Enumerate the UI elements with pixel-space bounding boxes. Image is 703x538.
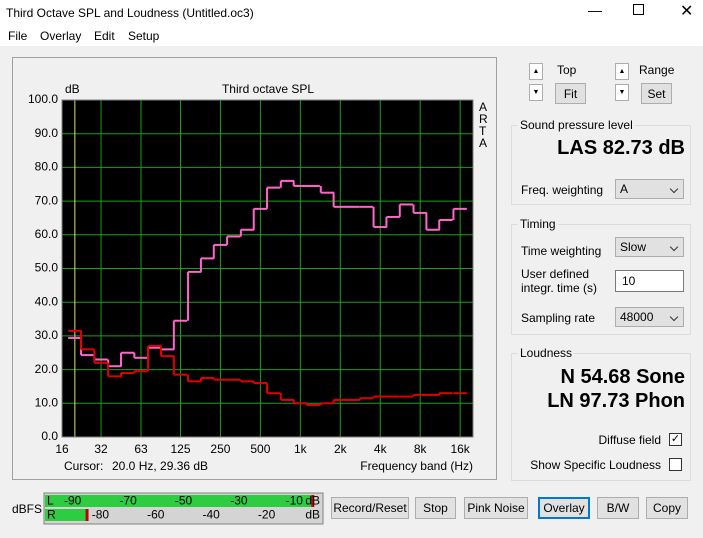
loudness-ln: LN 97.73 Phon xyxy=(547,390,685,412)
plot-title: Third octave SPL xyxy=(222,82,314,96)
top-label: Top xyxy=(557,63,577,77)
title-bar xyxy=(0,0,703,27)
x-tick-label: 8k xyxy=(414,442,428,456)
meter-peak xyxy=(85,509,89,521)
specific-checkbox[interactable] xyxy=(669,458,682,471)
loudness-n: N 54.68 Sone xyxy=(560,366,685,388)
button[interactable]: Overlay xyxy=(538,497,590,519)
checkbox-label: Diffuse field xyxy=(598,433,661,447)
minimize[interactable]: — xyxy=(588,2,602,18)
y-tick-label: 10.0 xyxy=(35,395,59,409)
checkbox-label: Show Specific Loudness xyxy=(530,458,661,472)
range-label: Range xyxy=(639,63,675,77)
spin-down[interactable]: ▼ xyxy=(529,84,543,101)
plot-panel xyxy=(12,57,497,480)
meter-level xyxy=(45,495,313,507)
spin-down[interactable]: ▼ xyxy=(615,84,629,101)
x-tick-label: 125 xyxy=(170,442,190,456)
meter-unit: dB xyxy=(305,508,320,522)
field-label: Freq. weighting xyxy=(521,183,604,197)
meter-tick-label: -10 xyxy=(286,494,304,508)
close[interactable]: ✕ xyxy=(680,3,694,20)
plot-frame xyxy=(61,99,474,438)
button[interactable]: Record/Reset xyxy=(331,497,409,519)
integr-input[interactable]: 10 xyxy=(615,270,684,292)
x-tick-label: 63 xyxy=(134,442,148,456)
diffuse-checkbox[interactable]: ✓ xyxy=(669,433,682,446)
meter-tick-label: -20 xyxy=(258,508,276,522)
menu-item[interactable]: File xyxy=(8,29,28,43)
y-tick-label: 70.0 xyxy=(35,193,59,207)
cursor-value: 20.0 Hz, 29.36 dB xyxy=(112,459,208,473)
fit-button[interactable]: Fit xyxy=(555,83,586,104)
meter-tick-label: -80 xyxy=(92,508,110,522)
meter-tick-label: -30 xyxy=(230,494,248,508)
y-tick-label: 80.0 xyxy=(35,160,59,174)
field-label: Sampling rate xyxy=(521,311,596,325)
menu-item[interactable]: Setup xyxy=(128,29,160,43)
group-label: Timing xyxy=(518,217,558,231)
button[interactable]: Stop xyxy=(415,497,456,519)
meter-tick-label: -60 xyxy=(147,508,165,522)
y-tick-label: 30.0 xyxy=(35,328,59,342)
meter-tick-label: -70 xyxy=(119,494,137,508)
y-tick-label: 60.0 xyxy=(35,227,59,241)
meter-tick-label: -40 xyxy=(203,508,221,522)
y-tick-label: 20.0 xyxy=(35,362,59,376)
maximize[interactable] xyxy=(633,4,644,15)
spin-up[interactable]: ▲ xyxy=(615,63,629,80)
meter-label: dBFS xyxy=(12,502,43,516)
y-tick-label: 40.0 xyxy=(35,294,59,308)
y-tick-label: 0.0 xyxy=(41,429,58,443)
field-label: Time weighting xyxy=(521,244,602,258)
x-tick-label: 32 xyxy=(94,442,108,456)
meter-tick-label: -50 xyxy=(175,494,193,508)
menu-item[interactable]: Edit xyxy=(94,29,115,43)
time-weighting-select[interactable]: Slow xyxy=(615,237,684,257)
meter-peak xyxy=(311,495,315,507)
y-axis-label: dB xyxy=(65,82,80,96)
set-button[interactable]: Set xyxy=(641,83,672,104)
x-tick-label: 16 xyxy=(55,442,69,456)
menu-bar xyxy=(0,27,703,46)
x-tick-label: 250 xyxy=(210,442,230,456)
group-label: Sound pressure level xyxy=(518,118,635,132)
field-label: User defined integr. time (s) xyxy=(521,267,598,295)
meter-tick-label: -90 xyxy=(64,494,82,508)
x-tick-label: 2k xyxy=(334,442,348,456)
rate-select[interactable]: 48000 xyxy=(615,307,684,327)
button[interactable]: B/W xyxy=(597,497,639,519)
window-title: Third Octave SPL and Loudness (Untitled.… xyxy=(6,6,254,20)
meter-unit: dB xyxy=(305,494,320,508)
y-tick-label: 90.0 xyxy=(35,126,59,140)
y-tick-label: 50.0 xyxy=(35,261,59,275)
x-axis-label: Frequency band (Hz) xyxy=(360,459,473,473)
spin-up[interactable]: ▲ xyxy=(529,63,543,80)
weighting-select[interactable]: A xyxy=(615,179,684,199)
button[interactable]: Pink Noise xyxy=(464,497,528,519)
meter-level xyxy=(45,509,87,521)
x-tick-label: 16k xyxy=(450,442,470,456)
meter-channel: R xyxy=(47,508,56,522)
y-tick-label: 100.0 xyxy=(28,92,58,106)
button[interactable]: Copy xyxy=(646,497,688,519)
spl-group: Sound pressure level xyxy=(511,118,691,205)
loudness-group: Loudness xyxy=(511,346,691,481)
x-tick-label: 4k xyxy=(374,442,388,456)
side-label: ARTA xyxy=(479,100,488,150)
x-tick-label: 500 xyxy=(250,442,270,456)
menu-item[interactable]: Overlay xyxy=(40,29,82,43)
cursor-label: Cursor: xyxy=(64,459,103,473)
group-label: Loudness xyxy=(518,346,575,360)
x-tick-label: 1k xyxy=(294,442,308,456)
meter-channel: L xyxy=(47,494,54,508)
spl-reading: LAS 82.73 dB xyxy=(557,137,685,159)
timing-group: Timing xyxy=(511,217,691,335)
